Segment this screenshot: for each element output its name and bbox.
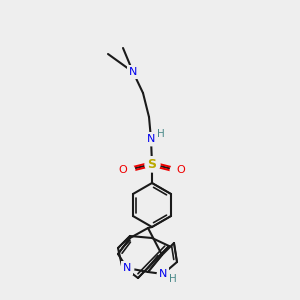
Text: N: N — [147, 134, 155, 144]
Text: H: H — [169, 274, 177, 284]
Text: O: O — [118, 165, 127, 175]
Text: H: H — [157, 129, 165, 139]
Text: N: N — [129, 67, 137, 77]
Text: N: N — [159, 269, 167, 279]
Text: O: O — [177, 165, 185, 175]
Text: N: N — [123, 263, 131, 273]
Text: S: S — [148, 158, 157, 170]
